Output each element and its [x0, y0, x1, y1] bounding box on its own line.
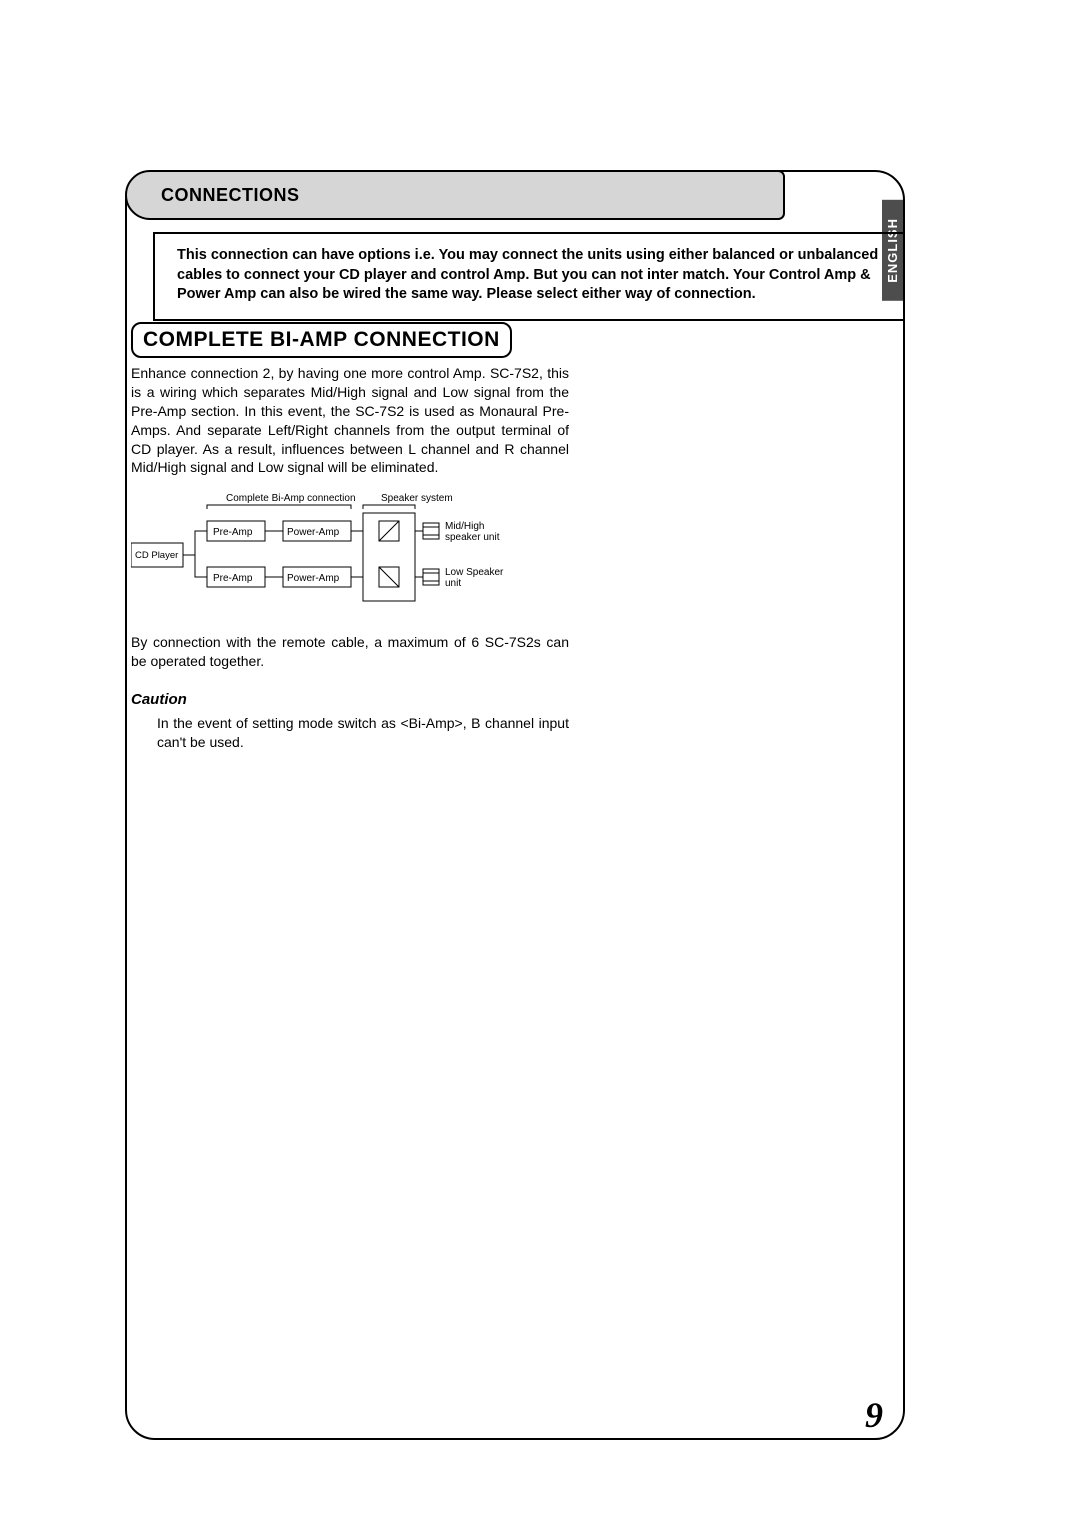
wire-cd-pre2 [183, 555, 207, 577]
cd-player-label: CD Player [135, 550, 178, 561]
poweramp-2-label: Power-Amp [287, 573, 340, 584]
diagram-caption-right: Speaker system [381, 493, 453, 504]
caution-label: Caution [131, 691, 569, 708]
speaker-top-label: Mid/High [445, 521, 484, 532]
note-text: This connection can have options i.e. Yo… [177, 246, 881, 305]
speaker-unit-1 [423, 523, 439, 539]
speaker-unit-2 [423, 569, 439, 585]
connections-title: CONNECTIONS [161, 185, 300, 206]
diagram-svg: Complete Bi-Amp connection Speaker syste… [131, 491, 561, 621]
paragraph-1: Enhance connection 2, by having one more… [131, 364, 569, 477]
section-title: COMPLETE BI-AMP CONNECTION [143, 328, 500, 351]
connections-header: CONNECTIONS [125, 170, 785, 220]
speaker-bottom-label-2: unit [445, 578, 461, 589]
preamp-1-label: Pre-Amp [213, 527, 253, 538]
biamp-diagram: Complete Bi-Amp connection Speaker syste… [131, 491, 561, 621]
caution-text: In the event of setting mode switch as <… [131, 714, 569, 752]
page-number: 9 [865, 1394, 883, 1436]
body-column: Enhance connection 2, by having one more… [131, 364, 569, 752]
speaker-bottom-label: Low Speaker [445, 567, 504, 578]
section-title-box: COMPLETE BI-AMP CONNECTION [131, 322, 512, 358]
diagram-caption-left: Complete Bi-Amp connection [226, 493, 356, 504]
page-frame: ENGLISH CONNECTIONS This connection can … [125, 170, 905, 1440]
bracket-left [207, 505, 351, 509]
poweramp-1-label: Power-Amp [287, 527, 340, 538]
preamp-2-label: Pre-Amp [213, 573, 253, 584]
speaker-top-label-2: speaker unit [445, 532, 500, 543]
note-box: This connection can have options i.e. Yo… [153, 232, 905, 321]
wire-cd-pre1 [183, 531, 207, 555]
footnote: By connection with the remote cable, a m… [131, 633, 569, 671]
bracket-right [363, 505, 415, 509]
